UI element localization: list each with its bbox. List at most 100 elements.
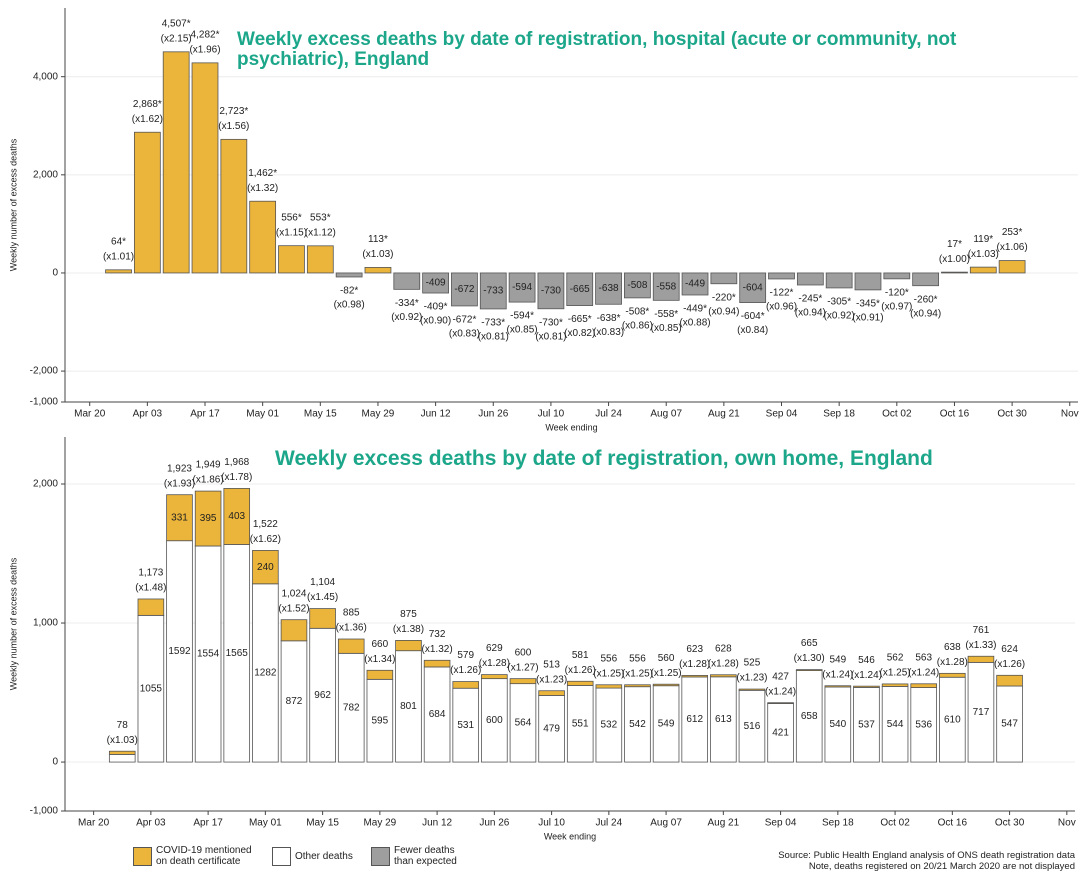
chart-title: Weekly excess deaths by date of registra… [275, 447, 933, 470]
bar-segment [738, 689, 766, 763]
ratio-label: (x0.98) [334, 300, 365, 311]
total-label: 513 [543, 659, 560, 670]
segment-label: 479 [543, 723, 560, 734]
bar-segment [137, 614, 165, 763]
value-label: 64* [111, 236, 126, 247]
x-tick-label: Sep 18 [823, 409, 855, 420]
value-label: -672* [452, 315, 476, 326]
total-label: 562 [887, 653, 904, 664]
bar [508, 272, 536, 303]
total-label: 1,173 [138, 568, 163, 579]
bar-segment [881, 686, 909, 763]
total-label: 660 [372, 639, 389, 650]
bar [364, 267, 392, 274]
x-tick-label: Aug 21 [707, 818, 739, 829]
segment-label: 684 [429, 709, 446, 720]
bar-segment [738, 688, 766, 691]
bar-segment [881, 683, 909, 687]
bar-segment [996, 685, 1023, 763]
bar-segment [366, 669, 394, 680]
bar-segment [681, 675, 708, 678]
bar [133, 131, 161, 274]
inside-label: -558 [656, 281, 676, 292]
bar-segment [452, 687, 480, 763]
y-tick-label: 1,000 [33, 618, 58, 629]
ratio-label: (x1.34) [364, 654, 395, 665]
bar [422, 272, 449, 294]
ratio-label: (x1.03) [107, 735, 138, 746]
inside-label: -638 [599, 283, 619, 294]
ratio-label: (x1.25) [880, 668, 911, 679]
segment-label: 872 [286, 696, 303, 707]
total-label: 525 [744, 658, 761, 669]
bar [883, 272, 911, 280]
y-tick-label: 0 [52, 757, 58, 768]
total-label: 1,968 [224, 457, 249, 468]
x-tick-label: May 01 [249, 818, 282, 829]
ratio-label: (x0.86) [622, 321, 653, 332]
x-tick-label: Jun 12 [421, 409, 451, 420]
bar [451, 272, 478, 307]
inside-label: -449 [685, 279, 705, 290]
ratio-label: (x1.45) [307, 592, 338, 603]
bar [912, 272, 940, 287]
ratio-label: (x1.26) [994, 659, 1025, 670]
x-tick-label: Apr 17 [193, 818, 223, 829]
bar [739, 272, 767, 303]
x-tick-label: Apr 17 [190, 409, 220, 420]
total-label: 581 [572, 650, 589, 661]
bar-segment [509, 683, 537, 763]
x-tick-label: Oct 30 [995, 818, 1025, 829]
segment-label: 531 [457, 720, 474, 731]
bar-segment [137, 598, 165, 616]
ratio-label: (x0.97) [881, 301, 912, 312]
ratio-label: (x0.85) [507, 325, 538, 336]
total-label: 624 [1001, 644, 1018, 655]
x-tick-label: Nov [1061, 409, 1079, 420]
bar-segment [395, 640, 422, 652]
ratio-label: (x1.30) [794, 653, 825, 664]
ratio-label: (x1.06) [997, 242, 1028, 253]
bar-segment [538, 695, 565, 763]
inside-label: -409 [426, 278, 446, 289]
x-tick-label: Aug 07 [650, 409, 682, 420]
ratio-label: (x1.28) [708, 658, 739, 669]
ratio-label: (x1.28) [937, 657, 968, 668]
ratio-label: (x0.92) [391, 312, 422, 323]
ratio-label: (x1.24) [822, 669, 853, 680]
bar [941, 271, 968, 274]
bar-segment [108, 750, 136, 755]
value-label: -345* [856, 299, 880, 310]
segment-label: 1565 [226, 648, 249, 659]
x-tick-label: Jun 26 [478, 409, 508, 420]
x-tick-label: May 29 [362, 409, 395, 420]
bar-segment [309, 608, 336, 629]
bar [998, 260, 1026, 274]
bar [191, 62, 219, 274]
total-label: 579 [457, 650, 474, 661]
segment-label: 610 [944, 714, 961, 725]
ratio-label: (x0.94) [910, 308, 941, 319]
legend-swatch [133, 846, 152, 866]
total-label: 875 [400, 609, 417, 620]
bar [595, 272, 622, 305]
bar-segment [566, 680, 594, 686]
ratio-label: (x1.32) [247, 183, 278, 194]
total-label: 600 [515, 647, 532, 658]
bar [768, 272, 795, 280]
value-label: -665* [568, 314, 592, 325]
y-tick-label: 2,000 [33, 479, 58, 490]
legend-label: Other deaths [295, 850, 353, 862]
segment-label: 1554 [197, 649, 220, 660]
x-tick-label: Jul 10 [538, 409, 565, 420]
bar [249, 200, 277, 274]
segment-label: 1055 [140, 683, 163, 694]
ratio-label: (x1.23) [536, 674, 567, 685]
ratio-label: (x0.85) [651, 323, 682, 334]
value-label: -638* [597, 313, 621, 324]
ratio-label: (x0.94) [795, 308, 826, 319]
ratio-label: (x1.32) [422, 644, 453, 655]
bar-segment [166, 494, 193, 542]
bar-segment [309, 627, 336, 763]
